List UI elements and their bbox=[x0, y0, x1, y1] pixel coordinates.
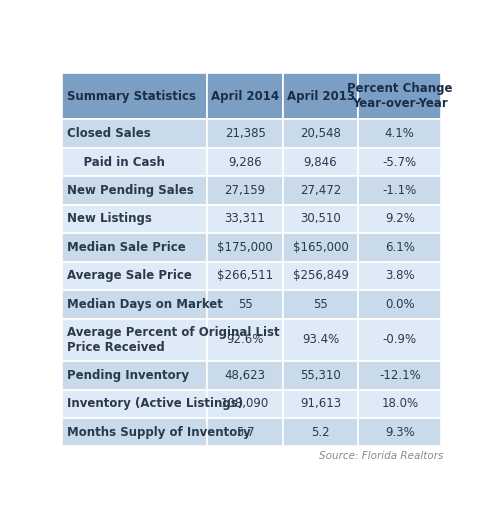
Text: Source: Florida Realtors: Source: Florida Realtors bbox=[319, 452, 443, 461]
Text: 55: 55 bbox=[313, 298, 328, 311]
Bar bbox=[62, 176, 208, 205]
Bar bbox=[208, 120, 283, 148]
Bar bbox=[62, 389, 208, 418]
Bar bbox=[208, 318, 283, 361]
Bar bbox=[283, 73, 358, 120]
Bar bbox=[208, 148, 283, 176]
Text: April 2013: April 2013 bbox=[286, 90, 354, 102]
Bar bbox=[358, 176, 441, 205]
Text: 92.6%: 92.6% bbox=[227, 334, 264, 346]
Bar bbox=[358, 318, 441, 361]
Bar bbox=[208, 205, 283, 233]
Bar bbox=[62, 120, 208, 148]
Text: 27,472: 27,472 bbox=[300, 184, 341, 197]
Bar bbox=[283, 418, 358, 446]
Text: 9,286: 9,286 bbox=[228, 156, 262, 169]
Text: Median Sale Price: Median Sale Price bbox=[67, 241, 186, 254]
Text: Pending Inventory: Pending Inventory bbox=[67, 369, 189, 382]
Bar bbox=[62, 361, 208, 389]
Text: $256,849: $256,849 bbox=[292, 269, 348, 282]
Bar bbox=[358, 205, 441, 233]
Bar bbox=[208, 389, 283, 418]
Bar bbox=[208, 233, 283, 262]
Bar bbox=[283, 290, 358, 318]
Text: Inventory (Active Listings): Inventory (Active Listings) bbox=[67, 397, 243, 410]
Text: 21,385: 21,385 bbox=[225, 127, 265, 140]
Bar bbox=[62, 290, 208, 318]
Bar bbox=[62, 148, 208, 176]
Bar bbox=[283, 120, 358, 148]
Text: 20,548: 20,548 bbox=[300, 127, 341, 140]
Text: 9.2%: 9.2% bbox=[385, 212, 415, 226]
Text: $165,000: $165,000 bbox=[292, 241, 348, 254]
Text: Median Days on Market: Median Days on Market bbox=[67, 298, 223, 311]
Text: New Listings: New Listings bbox=[67, 212, 152, 226]
Bar bbox=[62, 233, 208, 262]
Bar bbox=[62, 205, 208, 233]
Bar bbox=[358, 73, 441, 120]
Text: -5.7%: -5.7% bbox=[383, 156, 417, 169]
Bar bbox=[62, 262, 208, 290]
Bar bbox=[62, 73, 208, 120]
Bar bbox=[283, 205, 358, 233]
Text: 55: 55 bbox=[238, 298, 252, 311]
Text: 5.7: 5.7 bbox=[236, 426, 254, 439]
Bar bbox=[208, 361, 283, 389]
Bar bbox=[283, 176, 358, 205]
Bar bbox=[208, 73, 283, 120]
Text: New Pending Sales: New Pending Sales bbox=[67, 184, 194, 197]
Bar bbox=[358, 262, 441, 290]
Text: 55,310: 55,310 bbox=[300, 369, 341, 382]
Bar bbox=[62, 418, 208, 446]
Text: 9,846: 9,846 bbox=[304, 156, 337, 169]
Bar bbox=[208, 290, 283, 318]
Bar bbox=[283, 233, 358, 262]
Bar bbox=[283, 262, 358, 290]
Text: Summary Statistics: Summary Statistics bbox=[67, 90, 196, 102]
Text: $266,511: $266,511 bbox=[217, 269, 273, 282]
Bar bbox=[208, 262, 283, 290]
Text: 33,311: 33,311 bbox=[225, 212, 265, 226]
Text: Closed Sales: Closed Sales bbox=[67, 127, 151, 140]
Bar bbox=[283, 389, 358, 418]
Bar bbox=[283, 148, 358, 176]
Text: 4.1%: 4.1% bbox=[385, 127, 415, 140]
Text: 93.4%: 93.4% bbox=[302, 334, 339, 346]
Text: Months Supply of Inventory: Months Supply of Inventory bbox=[67, 426, 251, 439]
Text: 5.2: 5.2 bbox=[311, 426, 330, 439]
Text: April 2014: April 2014 bbox=[211, 90, 279, 102]
Bar bbox=[358, 233, 441, 262]
Text: -0.9%: -0.9% bbox=[383, 334, 417, 346]
Text: 30,510: 30,510 bbox=[300, 212, 341, 226]
Text: $175,000: $175,000 bbox=[217, 241, 273, 254]
Text: Average Percent of Original List
Price Received: Average Percent of Original List Price R… bbox=[67, 326, 279, 354]
Text: -12.1%: -12.1% bbox=[379, 369, 421, 382]
Text: 18.0%: 18.0% bbox=[381, 397, 418, 410]
Bar bbox=[358, 361, 441, 389]
Bar bbox=[208, 418, 283, 446]
Bar bbox=[358, 389, 441, 418]
Text: 9.3%: 9.3% bbox=[385, 426, 415, 439]
Text: 27,159: 27,159 bbox=[225, 184, 265, 197]
Text: 48,623: 48,623 bbox=[225, 369, 265, 382]
Bar bbox=[358, 148, 441, 176]
Text: Percent Change
Year-over-Year: Percent Change Year-over-Year bbox=[347, 82, 453, 110]
Text: 108,090: 108,090 bbox=[221, 397, 269, 410]
Text: 3.8%: 3.8% bbox=[385, 269, 415, 282]
Bar bbox=[208, 176, 283, 205]
Bar bbox=[358, 418, 441, 446]
Text: 6.1%: 6.1% bbox=[385, 241, 415, 254]
Bar bbox=[62, 318, 208, 361]
Bar bbox=[283, 318, 358, 361]
Text: 0.0%: 0.0% bbox=[385, 298, 415, 311]
Text: Average Sale Price: Average Sale Price bbox=[67, 269, 192, 282]
Text: 91,613: 91,613 bbox=[300, 397, 341, 410]
Text: Paid in Cash: Paid in Cash bbox=[67, 156, 165, 169]
Bar bbox=[283, 361, 358, 389]
Bar bbox=[358, 120, 441, 148]
Bar bbox=[358, 290, 441, 318]
Text: -1.1%: -1.1% bbox=[383, 184, 417, 197]
